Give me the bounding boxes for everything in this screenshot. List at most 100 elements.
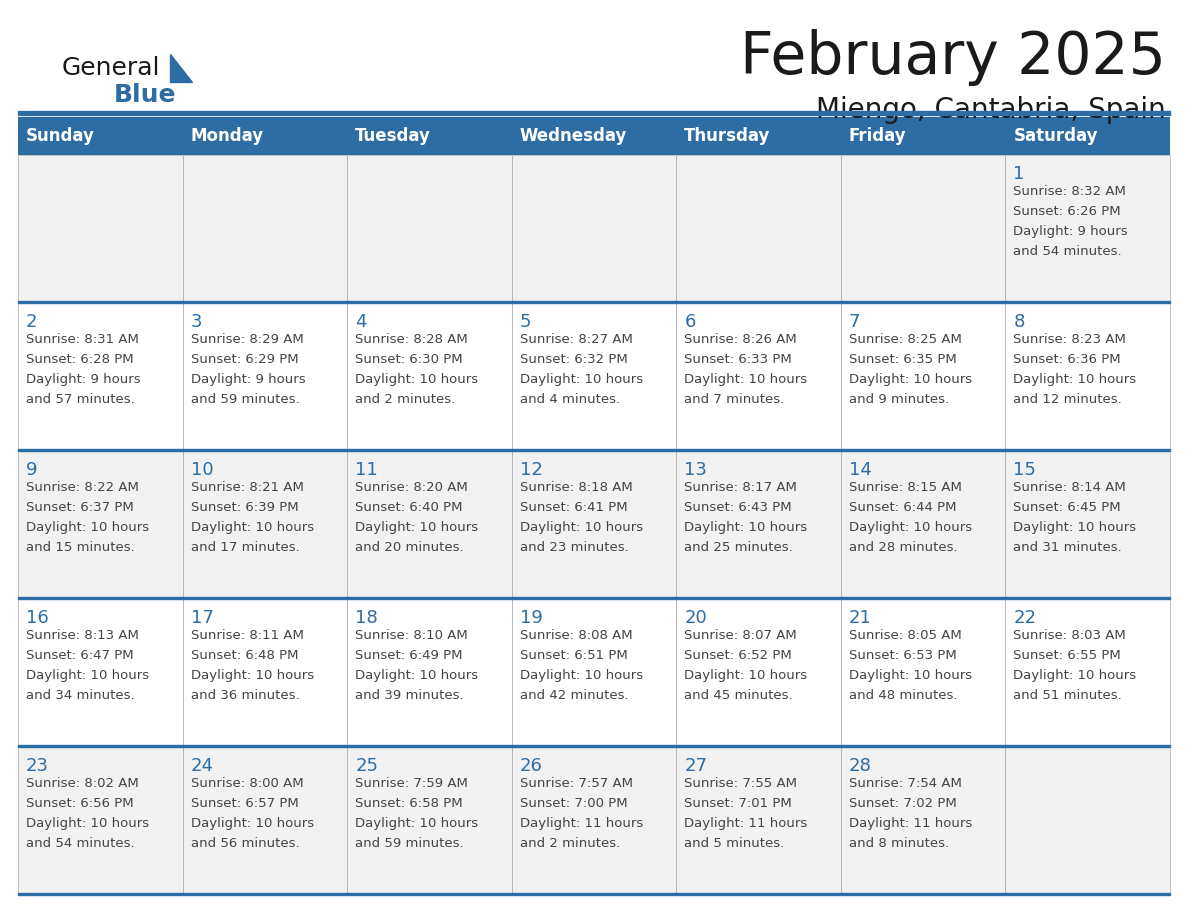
Text: Saturday: Saturday: [1013, 127, 1098, 145]
Bar: [676, 599, 841, 747]
Text: Sunset: 6:40 PM: Sunset: 6:40 PM: [355, 501, 462, 514]
Text: Sunset: 7:01 PM: Sunset: 7:01 PM: [684, 797, 792, 810]
Text: 2: 2: [26, 313, 38, 331]
Text: Sunrise: 8:32 AM: Sunrise: 8:32 AM: [1013, 185, 1126, 198]
Text: Daylight: 9 hours: Daylight: 9 hours: [190, 373, 305, 386]
Text: Sunrise: 8:27 AM: Sunrise: 8:27 AM: [519, 333, 632, 346]
Text: Sunrise: 8:29 AM: Sunrise: 8:29 AM: [190, 333, 303, 346]
Text: Sunset: 6:30 PM: Sunset: 6:30 PM: [355, 353, 463, 366]
Text: Sunrise: 8:11 AM: Sunrise: 8:11 AM: [190, 629, 303, 642]
Text: and 39 minutes.: and 39 minutes.: [355, 689, 463, 702]
Text: Daylight: 10 hours: Daylight: 10 hours: [1013, 373, 1137, 386]
Text: and 15 minutes.: and 15 minutes.: [26, 541, 134, 554]
Text: Daylight: 10 hours: Daylight: 10 hours: [190, 669, 314, 682]
Bar: [183, 599, 347, 747]
Text: Daylight: 10 hours: Daylight: 10 hours: [190, 521, 314, 534]
Text: Sunrise: 7:59 AM: Sunrise: 7:59 AM: [355, 777, 468, 790]
Bar: [347, 747, 512, 895]
Text: 14: 14: [849, 461, 872, 479]
Text: and 45 minutes.: and 45 minutes.: [684, 689, 792, 702]
Bar: [347, 599, 512, 747]
Text: Daylight: 10 hours: Daylight: 10 hours: [26, 669, 150, 682]
Text: and 17 minutes.: and 17 minutes.: [190, 541, 299, 554]
Text: and 23 minutes.: and 23 minutes.: [519, 541, 628, 554]
Text: Sunrise: 8:15 AM: Sunrise: 8:15 AM: [849, 481, 962, 494]
Bar: [512, 303, 676, 451]
Bar: [347, 155, 512, 303]
Text: Sunset: 6:49 PM: Sunset: 6:49 PM: [355, 649, 462, 662]
Bar: [512, 451, 676, 599]
Text: and 57 minutes.: and 57 minutes.: [26, 393, 134, 406]
Text: 10: 10: [190, 461, 213, 479]
Text: Daylight: 9 hours: Daylight: 9 hours: [1013, 225, 1129, 238]
Text: Sunset: 6:26 PM: Sunset: 6:26 PM: [1013, 205, 1121, 218]
Text: Sunset: 6:58 PM: Sunset: 6:58 PM: [355, 797, 463, 810]
Bar: [512, 747, 676, 895]
Text: 22: 22: [1013, 609, 1036, 627]
Text: and 20 minutes.: and 20 minutes.: [355, 541, 463, 554]
Text: Sunset: 6:39 PM: Sunset: 6:39 PM: [190, 501, 298, 514]
Text: and 4 minutes.: and 4 minutes.: [519, 393, 620, 406]
Bar: [841, 155, 1005, 303]
Bar: [18, 451, 183, 599]
Bar: [18, 893, 1170, 895]
Text: 5: 5: [519, 313, 531, 331]
Text: and 54 minutes.: and 54 minutes.: [1013, 245, 1121, 258]
Bar: [18, 155, 183, 303]
Text: Sunrise: 8:21 AM: Sunrise: 8:21 AM: [190, 481, 303, 494]
Text: Daylight: 11 hours: Daylight: 11 hours: [684, 817, 808, 830]
Text: Sunrise: 8:13 AM: Sunrise: 8:13 AM: [26, 629, 139, 642]
Text: Monday: Monday: [190, 127, 264, 145]
Text: Sunrise: 8:26 AM: Sunrise: 8:26 AM: [684, 333, 797, 346]
Text: Sunset: 6:51 PM: Sunset: 6:51 PM: [519, 649, 627, 662]
Text: Sunrise: 8:31 AM: Sunrise: 8:31 AM: [26, 333, 139, 346]
Text: Sunrise: 8:10 AM: Sunrise: 8:10 AM: [355, 629, 468, 642]
Text: Daylight: 10 hours: Daylight: 10 hours: [849, 373, 972, 386]
Text: Sunset: 6:45 PM: Sunset: 6:45 PM: [1013, 501, 1121, 514]
Bar: [841, 451, 1005, 599]
Text: and 9 minutes.: and 9 minutes.: [849, 393, 949, 406]
Bar: [676, 747, 841, 895]
Text: Sunset: 6:53 PM: Sunset: 6:53 PM: [849, 649, 956, 662]
Text: Daylight: 10 hours: Daylight: 10 hours: [684, 669, 808, 682]
Text: 13: 13: [684, 461, 707, 479]
Text: Tuesday: Tuesday: [355, 127, 431, 145]
Text: 6: 6: [684, 313, 696, 331]
Bar: [1005, 303, 1170, 451]
Text: Sunset: 6:35 PM: Sunset: 6:35 PM: [849, 353, 956, 366]
Text: Sunset: 6:48 PM: Sunset: 6:48 PM: [190, 649, 298, 662]
Text: Sunrise: 8:23 AM: Sunrise: 8:23 AM: [1013, 333, 1126, 346]
Text: Daylight: 10 hours: Daylight: 10 hours: [355, 373, 479, 386]
Text: Sunrise: 8:00 AM: Sunrise: 8:00 AM: [190, 777, 303, 790]
Text: Daylight: 10 hours: Daylight: 10 hours: [519, 669, 643, 682]
Text: Sunset: 6:56 PM: Sunset: 6:56 PM: [26, 797, 133, 810]
Bar: [1005, 155, 1170, 303]
Text: Sunrise: 8:14 AM: Sunrise: 8:14 AM: [1013, 481, 1126, 494]
Bar: [841, 303, 1005, 451]
Bar: [1005, 747, 1170, 895]
Text: 26: 26: [519, 757, 543, 775]
Text: Sunrise: 8:05 AM: Sunrise: 8:05 AM: [849, 629, 961, 642]
Text: 3: 3: [190, 313, 202, 331]
Bar: [183, 303, 347, 451]
Text: Sunset: 6:44 PM: Sunset: 6:44 PM: [849, 501, 956, 514]
Bar: [18, 117, 1170, 155]
Text: 23: 23: [26, 757, 49, 775]
Bar: [183, 451, 347, 599]
Text: Sunset: 6:32 PM: Sunset: 6:32 PM: [519, 353, 627, 366]
Text: and 56 minutes.: and 56 minutes.: [190, 837, 299, 850]
Text: Sunrise: 8:18 AM: Sunrise: 8:18 AM: [519, 481, 632, 494]
Text: and 59 minutes.: and 59 minutes.: [355, 837, 463, 850]
Text: Sunday: Sunday: [26, 127, 95, 145]
Text: 19: 19: [519, 609, 543, 627]
Text: 1: 1: [1013, 165, 1025, 183]
Text: and 48 minutes.: and 48 minutes.: [849, 689, 958, 702]
Text: and 34 minutes.: and 34 minutes.: [26, 689, 134, 702]
Bar: [18, 303, 183, 451]
Text: and 12 minutes.: and 12 minutes.: [1013, 393, 1123, 406]
Text: Sunset: 6:52 PM: Sunset: 6:52 PM: [684, 649, 792, 662]
Text: and 7 minutes.: and 7 minutes.: [684, 393, 784, 406]
Text: Sunset: 6:33 PM: Sunset: 6:33 PM: [684, 353, 792, 366]
Bar: [512, 599, 676, 747]
Text: Sunset: 6:43 PM: Sunset: 6:43 PM: [684, 501, 792, 514]
